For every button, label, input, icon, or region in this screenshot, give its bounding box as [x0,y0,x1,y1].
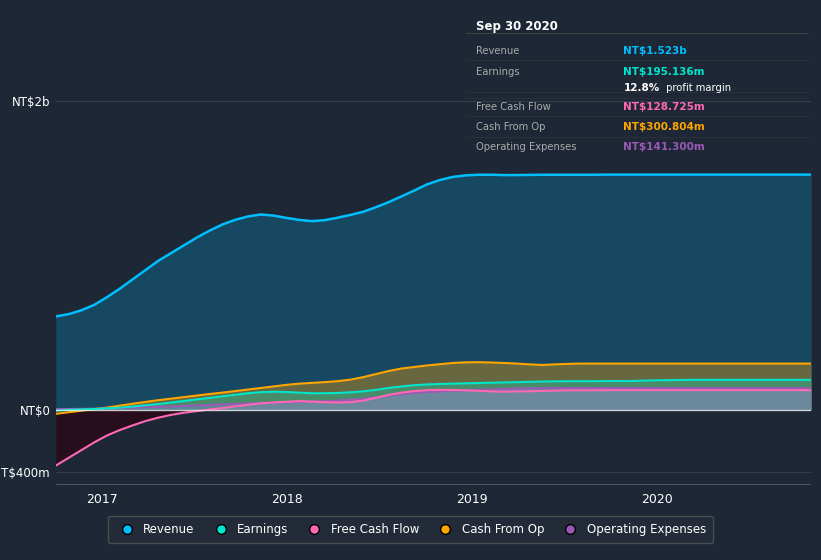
Text: Sep 30 2020: Sep 30 2020 [476,20,557,32]
Legend: Revenue, Earnings, Free Cash Flow, Cash From Op, Operating Expenses: Revenue, Earnings, Free Cash Flow, Cash … [108,516,713,543]
Text: NT$1.523b: NT$1.523b [623,45,687,55]
Text: profit margin: profit margin [663,83,731,93]
Text: Operating Expenses: Operating Expenses [476,142,576,152]
Text: NT$300.804m: NT$300.804m [623,122,705,132]
Text: NT$141.300m: NT$141.300m [623,142,705,152]
Text: Cash From Op: Cash From Op [476,122,545,132]
Text: Free Cash Flow: Free Cash Flow [476,102,551,112]
Text: Earnings: Earnings [476,67,520,77]
Text: Revenue: Revenue [476,45,519,55]
Text: 12.8%: 12.8% [623,83,659,93]
Text: NT$128.725m: NT$128.725m [623,102,705,112]
Text: NT$195.136m: NT$195.136m [623,67,705,77]
Text: /yr: /yr [818,45,821,55]
